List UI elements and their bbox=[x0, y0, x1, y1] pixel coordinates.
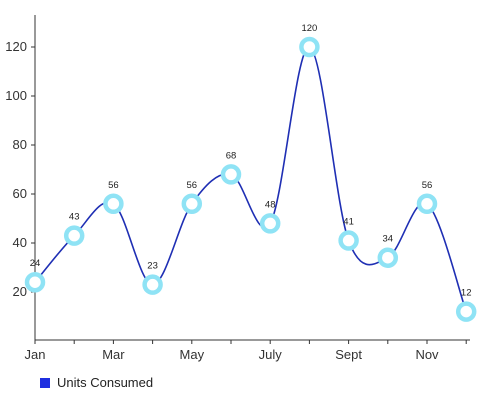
data-point-marker bbox=[181, 193, 203, 215]
data-point-marker bbox=[416, 193, 438, 215]
y-tick-label: 100 bbox=[5, 88, 27, 103]
x-tick-label: July bbox=[259, 347, 283, 362]
data-point-marker bbox=[142, 274, 163, 295]
data-label: 48 bbox=[265, 199, 276, 210]
data-label: 34 bbox=[383, 234, 394, 245]
y-tick-label: 20 bbox=[13, 284, 27, 299]
x-tick-label: Jan bbox=[25, 347, 46, 362]
x-tick-label: May bbox=[180, 347, 205, 362]
data-label: 56 bbox=[422, 180, 433, 191]
legend-swatch bbox=[40, 377, 50, 388]
series-line bbox=[34, 46, 467, 312]
data-label: 41 bbox=[343, 217, 354, 228]
data-point-marker bbox=[377, 247, 399, 268]
data-label: 56 bbox=[108, 180, 119, 191]
data-label: 43 bbox=[69, 212, 80, 223]
data-label: 24 bbox=[30, 258, 41, 269]
data-point-marker bbox=[103, 193, 124, 215]
data-point-marker bbox=[24, 271, 46, 293]
x-tick-label: Nov bbox=[415, 347, 439, 362]
data-point-marker bbox=[299, 36, 320, 58]
y-tick-label: 120 bbox=[5, 39, 27, 54]
data-point-marker bbox=[455, 301, 477, 322]
data-label: 12 bbox=[461, 288, 472, 299]
data-label: 56 bbox=[187, 180, 198, 191]
x-tick-label: Mar bbox=[102, 347, 125, 362]
data-point-marker bbox=[220, 164, 242, 185]
data-label: 23 bbox=[147, 261, 158, 272]
data-point-marker bbox=[338, 230, 359, 251]
y-tick-label: 40 bbox=[13, 235, 27, 250]
data-label: 68 bbox=[226, 150, 237, 161]
y-tick-label: 80 bbox=[13, 137, 27, 152]
y-tick-label: 60 bbox=[13, 186, 27, 201]
data-point-marker bbox=[63, 225, 85, 246]
x-tick-label: Sept bbox=[335, 347, 362, 362]
data-label: 120 bbox=[301, 23, 317, 34]
legend: Units Consumed bbox=[40, 375, 153, 390]
data-point-marker bbox=[259, 213, 281, 234]
legend-label: Units Consumed bbox=[57, 375, 154, 390]
